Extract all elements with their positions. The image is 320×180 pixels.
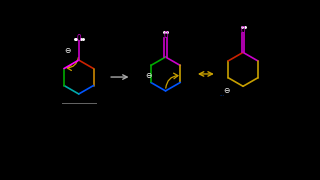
FancyArrowPatch shape (166, 73, 178, 88)
Text: O: O (241, 26, 245, 35)
Text: ⊖: ⊖ (65, 46, 71, 55)
Text: ⊖: ⊖ (145, 71, 152, 80)
Text: ---: --- (220, 93, 225, 98)
Text: O: O (163, 31, 168, 40)
Text: ⊖: ⊖ (223, 86, 229, 95)
Text: O: O (76, 34, 81, 43)
FancyArrowPatch shape (67, 57, 78, 71)
